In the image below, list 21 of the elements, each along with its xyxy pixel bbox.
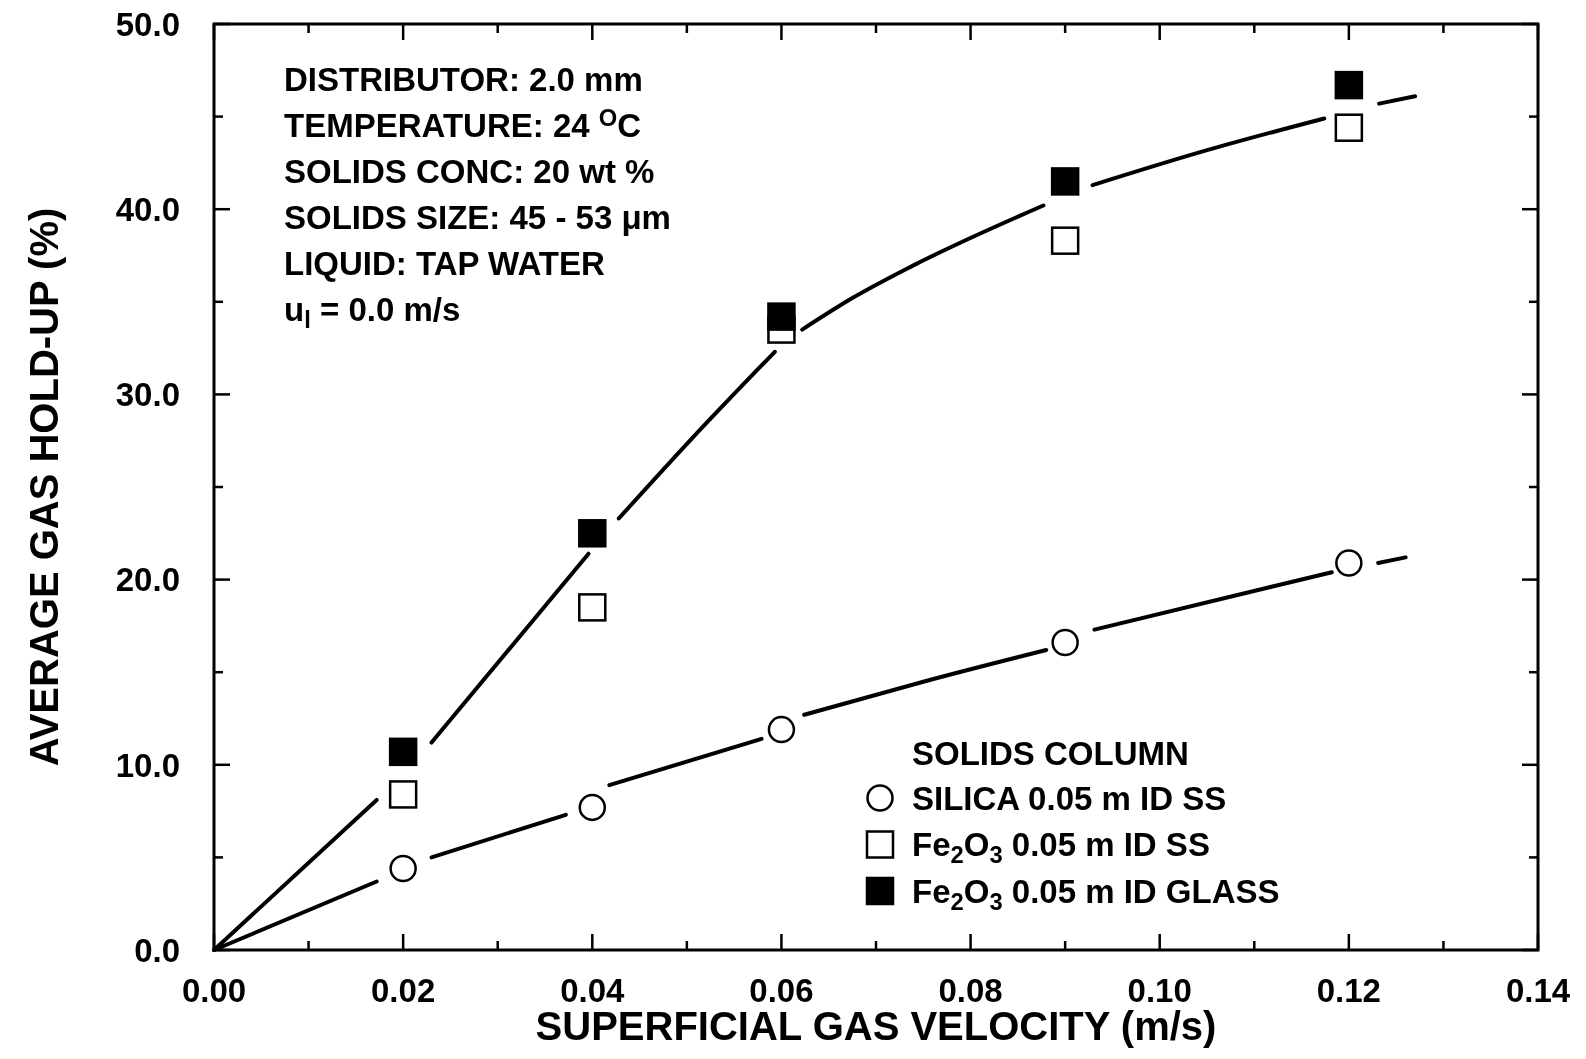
x-tick-label: 0.00 bbox=[181, 971, 247, 1009]
y-tick-label: 10.0 bbox=[115, 746, 180, 784]
y-tick-label: 50.0 bbox=[115, 5, 180, 43]
legend-title: SOLIDS COLUMN bbox=[912, 734, 1189, 772]
x-tick-label: 0.02 bbox=[371, 971, 436, 1009]
y-tick-label: 0.0 bbox=[134, 931, 180, 969]
legend-label: Fe$_{2}$O$_{3}$ 0.05 m ID SS bbox=[912, 826, 1210, 869]
y-axis-title: AVERAGE GAS HOLD-UP (%) bbox=[22, 207, 66, 767]
annotation: DISTRIBUTOR: 2.0 mm bbox=[284, 60, 643, 98]
annotation: SOLIDS SIZE: 45 - 53 μm bbox=[284, 198, 671, 236]
legend-label: SILICA 0.05 m ID SS bbox=[912, 779, 1227, 817]
y-tick-label: 30.0 bbox=[115, 376, 180, 414]
y-tick-label: 20.0 bbox=[115, 561, 180, 599]
annotation: LIQUID: TAP WATER bbox=[284, 244, 605, 282]
annotation: u$_{l}$ = 0.0 m/s bbox=[284, 290, 461, 334]
y-tick-label: 40.0 bbox=[115, 191, 180, 229]
x-tick-label: 0.14 bbox=[1505, 971, 1571, 1009]
annotation: SOLIDS CONC: 20 wt % bbox=[284, 152, 655, 190]
x-tick-label: 0.12 bbox=[1316, 971, 1381, 1009]
annotation: TEMPERATURE: 24 $^{O}$C bbox=[284, 104, 642, 144]
legend-label: Fe$_{2}$O$_{3}$ 0.05 m ID GLASS bbox=[912, 872, 1280, 916]
